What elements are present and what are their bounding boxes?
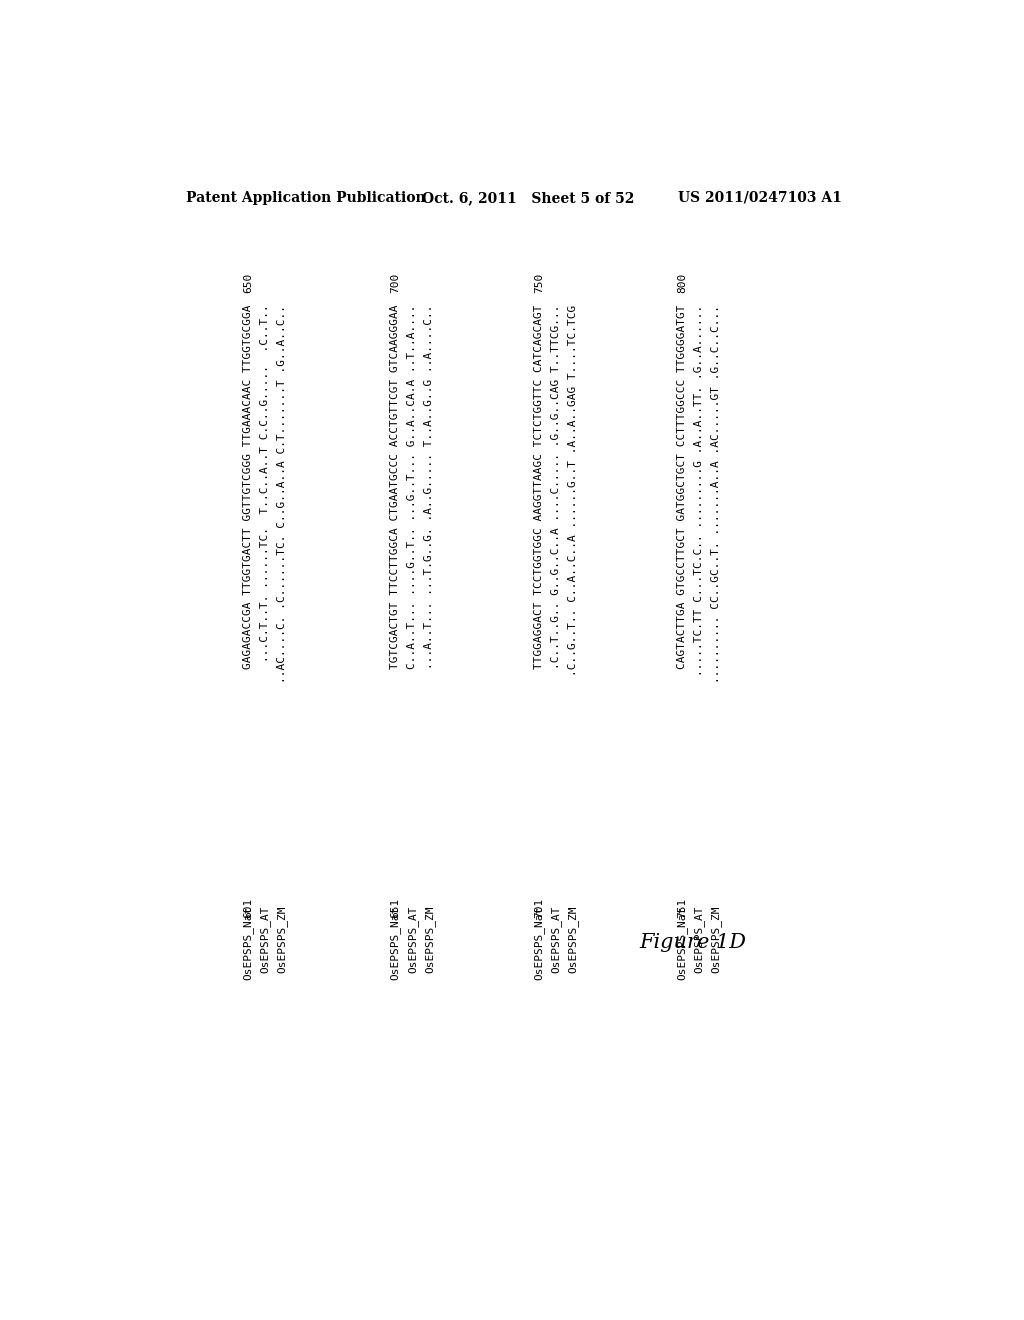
Text: OsEPSPS_ZM: OsEPSPS_ZM [424,906,435,973]
Text: OsEPSPS_Nat: OsEPSPS_Nat [390,906,400,979]
Text: 650: 650 [243,273,253,293]
Text: 751: 751 [677,898,687,917]
Text: 700: 700 [390,273,400,293]
Text: OsEPSPS_ZM: OsEPSPS_ZM [567,906,579,973]
Text: .C..G..T.. C..A..C..A ......G..T .A..A..GAG T....TC.TCG: .C..G..T.. C..A..C..A ......G..T .A..A..… [568,305,578,676]
Text: OsEPSPS_Nat: OsEPSPS_Nat [677,906,687,979]
Text: 651: 651 [390,898,400,917]
Text: .C..T..G.. G..G..C..A ....C..... .G..G..CAG T..TTCG...: .C..T..G.. G..G..C..A ....C..... .G..G..… [551,305,561,669]
Text: OsEPSPS_AT: OsEPSPS_AT [407,906,418,973]
Text: OsEPSPS_Nat: OsEPSPS_Nat [534,906,544,979]
Text: ...C.T..T. ......TC.  T..C..A..T C.C..G.....  .C..T..: ...C.T..T. ......TC. T..C..A..T C.C..G..… [260,305,270,663]
Text: Figure 1D: Figure 1D [640,932,746,952]
Text: GAGAGACCGA TTGGTGACTT GGTTGTCGGG TTGAAACAAC TTGGTGCGGA: GAGAGACCGA TTGGTGACTT GGTTGTCGGG TTGAAAC… [243,305,253,669]
Text: ..AC....C. .C......TC. C..G..A..A C.T.......T .G..A..C..: ..AC....C. .C......TC. C..G..A..A C.T...… [278,305,287,682]
Text: OsEPSPS_Nat: OsEPSPS_Nat [243,906,254,979]
Text: Oct. 6, 2011   Sheet 5 of 52: Oct. 6, 2011 Sheet 5 of 52 [423,191,635,205]
Text: 601: 601 [243,898,253,917]
Text: 750: 750 [534,273,544,293]
Text: C..A..T... ....G..T.. ...G..T... G..A..CA.A ..T..A....: C..A..T... ....G..T.. ...G..T... G..A..C… [408,305,418,669]
Text: OsEPSPS_ZM: OsEPSPS_ZM [711,906,722,973]
Text: US 2011/0247103 A1: US 2011/0247103 A1 [678,191,842,205]
Text: OsEPSPS_AT: OsEPSPS_AT [550,906,561,973]
Text: ...A..T... ...T.G..G. .A..G..... T..A..G..G ..A....C..: ...A..T... ...T.G..G. .A..G..... T..A..G… [425,305,434,669]
Text: TTGGAGGACT TCCTGGTGGC AAGGTTAAGC TCTCTGGTTC CATCAGCAGT: TTGGAGGACT TCCTGGTGGC AAGGTTAAGC TCTCTGG… [534,305,544,669]
Text: 701: 701 [534,898,544,917]
Text: .....TC.TT C...TC.C.. .........G .A..A..TT. .G..A......: .....TC.TT C...TC.C.. .........G .A..A..… [694,305,705,676]
Text: Patent Application Publication: Patent Application Publication [186,191,426,205]
Text: CAGTACTTGA GTGCCTTGCT GATGGCTGCT CCTTTGGCCC TTGGGGATGT: CAGTACTTGA GTGCCTTGCT GATGGCTGCT CCTTTGG… [677,305,687,669]
Text: OsEPSPS_AT: OsEPSPS_AT [693,906,705,973]
Text: TGTCGACTGT TTCCTTGGCA CTGAATGCCC ACCTGTTCGT GTCAAGGGAA: TGTCGACTGT TTCCTTGGCA CTGAATGCCC ACCTGTT… [390,305,400,669]
Text: .......... CC..GC..T. .......A..A .AC.....GT .G..C..C...: .......... CC..GC..T. .......A..A .AC...… [712,305,721,682]
Text: OsEPSPS_AT: OsEPSPS_AT [260,906,270,973]
Text: OsEPSPS_ZM: OsEPSPS_ZM [276,906,288,973]
Text: 800: 800 [677,273,687,293]
